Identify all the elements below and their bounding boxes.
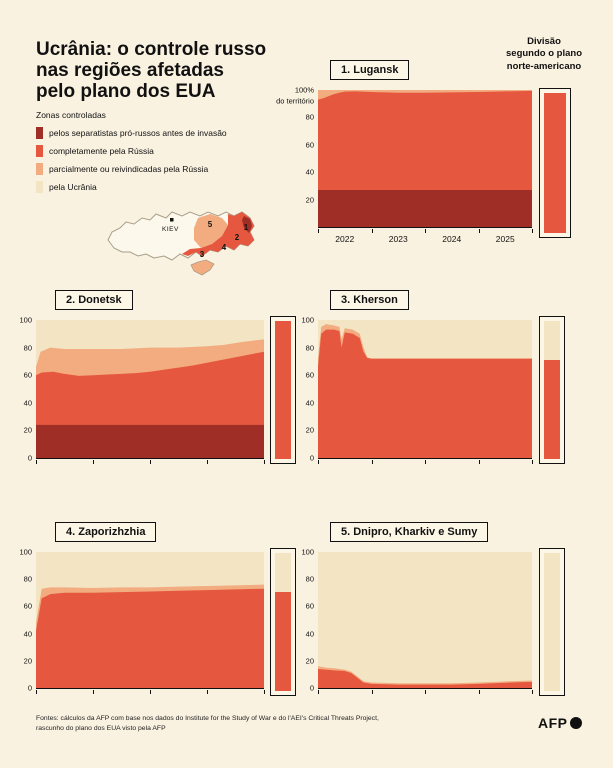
region-number-5: 5 xyxy=(208,220,213,229)
chart-block-zaporizhzhia: 4. Zaporizhzhia 100 80 60 40 20 0 xyxy=(19,522,265,694)
ukraine-locator-map: KIEV 1 2 3 4 5 xyxy=(98,192,276,297)
chart-block-kherson: 3. Kherson 100 80 60 40 20 0 xyxy=(301,290,533,464)
kherson-area-chart: 100 80 60 40 20 0 xyxy=(301,316,533,464)
chart-title-zaporizhzhia: 4. Zaporizhzhia xyxy=(55,522,157,542)
lugansk-area-chart: 100% do território 80 60 40 20 2022 2023 2024 202… xyxy=(276,86,533,244)
afp-logo-text: AFP xyxy=(538,715,568,731)
legend-item-label: pelos separatistas pró-russos antes de i… xyxy=(49,128,227,138)
chart-title-lugansk: 1. Lugansk xyxy=(330,60,410,80)
plan-bar-dnipro-kharkiv-sumy xyxy=(539,548,565,696)
chart-block-dnipro-kharkiv-sumy: 5. Dnipro, Kharkiv e Sumy 100 80 60 40 20 0 xyxy=(301,522,533,694)
legend-item: pelos separatistas pró-russos antes de i… xyxy=(36,127,286,139)
region-number-4: 4 xyxy=(222,243,227,252)
region-partially-claimed xyxy=(194,214,228,248)
claimed-color-swatch xyxy=(36,163,43,175)
legend-item: pela Ucrânia xyxy=(36,181,286,193)
dnipro-kharkiv-sumy-area-chart: 100 80 60 40 20 0 xyxy=(301,548,533,694)
chart-block-lugansk: 1. Lugansk 100% do território 80 60 40 20 2022… xyxy=(276,60,533,244)
afp-logo-dot-icon xyxy=(569,717,582,729)
plan-bar-donetsk xyxy=(270,316,296,464)
legend-item-label: completamente pela Rússia xyxy=(49,146,154,156)
plan-bar-zaporizhzhia xyxy=(270,548,296,696)
kiev-label: KIEV xyxy=(162,226,179,233)
region-number-1: 1 xyxy=(244,223,249,232)
russia-color-swatch xyxy=(36,145,43,157)
separatists-color-swatch xyxy=(36,127,43,139)
plan-bar-kherson xyxy=(539,316,565,464)
region-number-3: 3 xyxy=(200,250,205,259)
legend-item-label: parcialmente ou reivindicadas pela Rússi… xyxy=(49,164,209,174)
crimea-shape xyxy=(190,259,215,276)
legend-item: parcialmente ou reivindicadas pela Rússi… xyxy=(36,163,286,175)
ukraine-color-swatch xyxy=(36,181,43,193)
legend: Zonas controladas pelos separatistas pró… xyxy=(36,110,286,199)
plan-bar-lugansk xyxy=(539,88,571,238)
chart-title-donetsk: 2. Donetsk xyxy=(55,290,133,310)
sources-text: Fontes: cálculos da AFP com base nos dad… xyxy=(36,715,379,733)
chart-block-donetsk: 2. Donetsk 100 80 60 40 20 0 xyxy=(19,290,265,464)
region-number-2: 2 xyxy=(235,233,240,242)
page-title: Ucrânia: o controle russo nas regiões af… xyxy=(36,38,267,103)
afp-logo: AFP xyxy=(538,715,582,731)
legend-heading: Zonas controladas xyxy=(36,110,106,120)
chart-title-kherson: 3. Kherson xyxy=(330,290,409,310)
kiev-marker xyxy=(170,218,174,222)
legend-item: completamente pela Rússia xyxy=(36,145,286,157)
legend-item-label: pela Ucrânia xyxy=(49,182,97,192)
zaporizhzhia-area-chart: 100 80 60 40 20 0 xyxy=(19,548,265,694)
ukraine-map-svg: KIEV 1 2 3 4 5 xyxy=(107,211,255,276)
region-separatist-pre2022 xyxy=(242,216,252,233)
region-russian-controlled xyxy=(182,212,254,256)
plan-heading: Divisão segundo o plano norte-americano xyxy=(506,36,582,72)
donetsk-area-chart: 100 80 60 40 20 0 xyxy=(19,316,265,464)
chart-title-dnipro-kharkiv-sumy: 5. Dnipro, Kharkiv e Sumy xyxy=(330,522,489,542)
